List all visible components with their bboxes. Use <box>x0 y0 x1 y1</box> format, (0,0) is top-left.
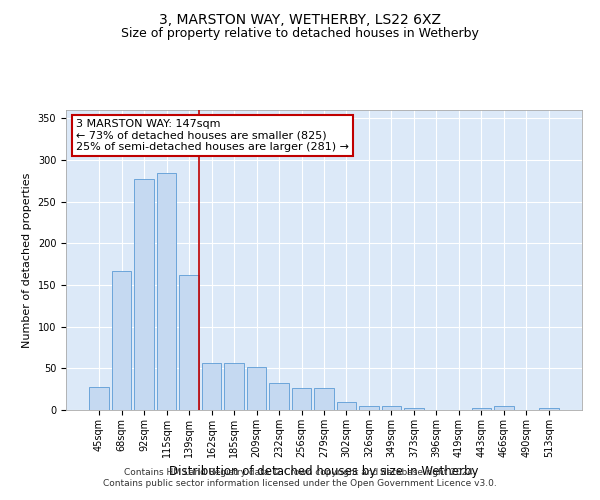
Text: Contains HM Land Registry data © Crown copyright and database right 2024.
Contai: Contains HM Land Registry data © Crown c… <box>103 468 497 487</box>
Bar <box>157 172 176 410</box>
Bar <box>404 408 424 410</box>
Bar <box>472 408 491 410</box>
Text: 3, MARSTON WAY, WETHERBY, LS22 6XZ: 3, MARSTON WAY, WETHERBY, LS22 6XZ <box>159 12 441 26</box>
X-axis label: Distribution of detached houses by size in Wetherby: Distribution of detached houses by size … <box>169 466 479 478</box>
Bar <box>494 406 514 410</box>
Bar <box>269 382 289 410</box>
Bar <box>112 271 131 410</box>
Bar <box>224 362 244 410</box>
Bar <box>539 408 559 410</box>
Text: Size of property relative to detached houses in Wetherby: Size of property relative to detached ho… <box>121 28 479 40</box>
Bar <box>314 388 334 410</box>
Bar <box>292 388 311 410</box>
Bar <box>89 386 109 410</box>
Text: 3 MARSTON WAY: 147sqm
← 73% of detached houses are smaller (825)
25% of semi-det: 3 MARSTON WAY: 147sqm ← 73% of detached … <box>76 119 349 152</box>
Bar <box>179 275 199 410</box>
Bar <box>202 362 221 410</box>
Bar <box>337 402 356 410</box>
Y-axis label: Number of detached properties: Number of detached properties <box>22 172 32 348</box>
Bar <box>247 366 266 410</box>
Bar <box>359 406 379 410</box>
Bar <box>134 179 154 410</box>
Bar <box>382 406 401 410</box>
